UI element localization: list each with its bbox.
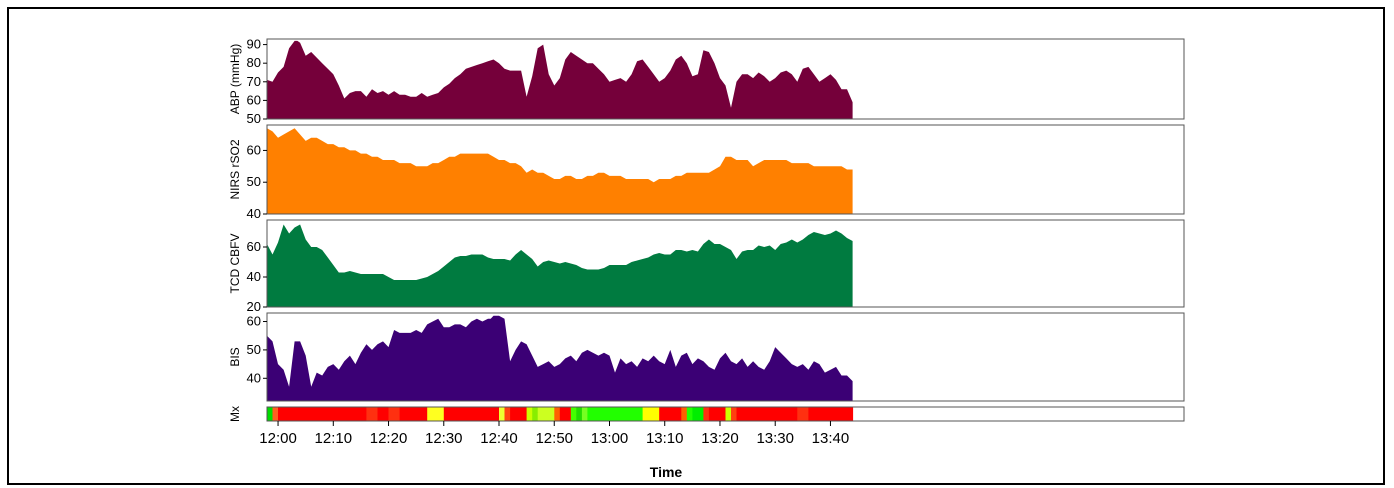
mx-segment-28: [726, 407, 732, 421]
panel-3-ylabel: BIS: [228, 347, 242, 366]
mx-segment-16: [560, 407, 572, 421]
panel-0-ylabel: ABP (mmHg): [228, 44, 242, 114]
mx-segment-13: [532, 407, 538, 421]
x-tick-label-6: 13:00: [591, 430, 629, 447]
mx-segment-14: [538, 407, 555, 421]
panel-1-ylabel: NIRS rSO2: [228, 139, 242, 199]
panel-1-ytick-label-1: 50: [247, 174, 261, 189]
mx-segment-17: [571, 407, 577, 421]
mx-segment-12: [527, 407, 533, 421]
panel-3-ytick-label-1: 50: [247, 342, 261, 357]
panel-0-area: [267, 41, 853, 119]
mx-segment-0: [267, 407, 273, 421]
x-tick-label-9: 13:30: [756, 430, 794, 447]
panel-1-area: [267, 128, 853, 214]
mx-segment-15: [554, 407, 560, 421]
panel-3-area: [267, 316, 853, 401]
chart-svg: 50 60 70 80 90 ABP (mmHg) 40 50 60 NIRS rSO2 20 40 6…: [9, 9, 1383, 483]
mx-segment-27: [709, 407, 726, 421]
panel-2-ytick-label-1: 40: [247, 269, 261, 284]
mx-segment-22: [659, 407, 682, 421]
x-tick-label-5: 12:50: [535, 430, 573, 447]
panel-2-ytick-label-0: 20: [247, 299, 261, 314]
mx-segment-20: [587, 407, 643, 421]
x-tick-label-0: 12:00: [259, 430, 297, 447]
panel-0-ytick-label-2: 70: [247, 74, 261, 89]
panel-1-ytick-label-2: 60: [247, 142, 261, 157]
mx-segment-19: [582, 407, 588, 421]
panel-3-ytick-label-2: 60: [247, 314, 261, 329]
mx-segment-26: [703, 407, 709, 421]
mx-segment-3: [366, 407, 378, 421]
panel-2-area: [267, 225, 853, 308]
mx-segment-5: [389, 407, 401, 421]
x-tick-label-4: 12:40: [480, 430, 518, 447]
x-tick-label-3: 12:30: [425, 430, 463, 447]
mx-segment-10: [505, 407, 511, 421]
panel-1-ytick-label-0: 40: [247, 206, 261, 221]
mx-ylabel: Mx: [228, 406, 242, 422]
mx-segment-8: [444, 407, 500, 421]
mx-segment-32: [808, 407, 853, 421]
x-axis-title: Time: [650, 464, 683, 480]
mx-segment-24: [687, 407, 693, 421]
mx-segment-25: [692, 407, 704, 421]
panel-2-ylabel: TCD CBFV: [228, 234, 242, 294]
x-tick-label-10: 13:40: [812, 430, 850, 447]
panel-2-ytick-label-2: 60: [247, 239, 261, 254]
mx-segment-29: [731, 407, 737, 421]
mx-segment-18: [576, 407, 582, 421]
mx-segment-23: [681, 407, 687, 421]
mx-segment-7: [427, 407, 444, 421]
mx-segment-21: [643, 407, 660, 421]
mx-segment-1: [273, 407, 279, 421]
mx-segment-6: [400, 407, 428, 421]
panel-0-ytick-label-0: 50: [247, 111, 261, 126]
x-tick-label-1: 12:10: [315, 430, 353, 447]
x-tick-label-2: 12:20: [370, 430, 408, 447]
x-tick-label-7: 13:10: [646, 430, 684, 447]
panel-0-ytick-label-4: 90: [247, 37, 261, 52]
mx-segment-31: [797, 407, 809, 421]
mx-segment-9: [499, 407, 505, 421]
mx-segment-4: [378, 407, 390, 421]
figure-frame: 50 60 70 80 90 ABP (mmHg) 40 50 60 NIRS rSO2 20 40 6…: [7, 7, 1385, 485]
panel-0-ytick-label-3: 80: [247, 55, 261, 70]
mx-segment-2: [278, 407, 367, 421]
panel-0-ytick-label-1: 60: [247, 92, 261, 107]
x-tick-label-8: 13:20: [701, 430, 739, 447]
panel-3-ytick-label-0: 40: [247, 370, 261, 385]
mx-segment-30: [737, 407, 798, 421]
mx-segment-11: [510, 407, 527, 421]
